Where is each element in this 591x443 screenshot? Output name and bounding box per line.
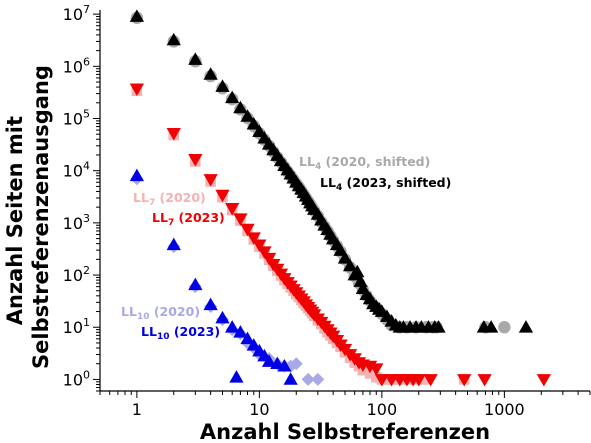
data-point-ll7_2023 (257, 246, 272, 259)
series-layer (129, 9, 551, 387)
data-point-ll4_2023 (240, 109, 255, 122)
data-point-ll4_2023 (225, 90, 240, 104)
data-point-ll7_2023 (423, 374, 438, 387)
data-point-ll7_2023 (233, 213, 248, 226)
data-point-ll7_2023 (166, 127, 181, 141)
data-point-ll4_2023 (233, 100, 248, 114)
data-point-ll7_2023 (215, 189, 230, 203)
data-point-ll4_2023 (203, 67, 218, 80)
data-point-ll4_2023 (166, 32, 181, 46)
data-point-ll10_2023 (277, 358, 292, 372)
legend-label-ll4_2023: LL4 (2023, shifted) (320, 175, 451, 193)
data-point-ll4_2020 (498, 321, 511, 334)
data-point-ll10_2023 (166, 237, 181, 251)
data-point-ll7_2023 (252, 239, 267, 252)
data-point-ll10_2023 (240, 331, 255, 345)
data-point-ll10_2023 (261, 354, 277, 367)
legend-label-ll10_2020: LL10 (2020) (121, 304, 200, 322)
legend-label-ll4_2020: LL4 (2020, shifted) (299, 154, 430, 172)
y-axis-title-line-1: Anzahl Seiten mit (3, 116, 27, 325)
data-point-ll4_2023 (188, 52, 203, 65)
y-tick-label: 102 (63, 264, 90, 285)
data-point-ll7_2020 (418, 374, 430, 385)
legend-label-ll7_2023: LL7 (2023) (152, 210, 225, 228)
data-point-ll4_2023 (246, 117, 261, 130)
y-tick-label: 107 (63, 3, 90, 24)
legend-label-ll10_2023: LL10 (2023) (141, 324, 220, 342)
series-ll10_2023 (129, 168, 298, 385)
x-tick-label: 100 (367, 400, 398, 419)
x-axis-title: Anzahl Selbstreferenzen (200, 420, 490, 443)
data-point-ll4_2023 (350, 264, 365, 278)
y-tick-label: 105 (63, 108, 90, 129)
data-point-ll7_2023 (369, 363, 384, 376)
data-point-ll7_2023 (225, 202, 240, 216)
y-tick-label: 104 (63, 160, 90, 181)
legend-label-ll7_2020: LL7 (2020) (133, 190, 206, 208)
data-point-ll10_2023 (225, 320, 240, 333)
data-point-ll7_2020 (371, 371, 382, 383)
series-ll7_2023 (129, 83, 551, 387)
ticks-layer: 1 10 100 1000 100 101 102 103 104 105 106 107 (63, 3, 591, 419)
y-tick-label: 100 (63, 368, 90, 389)
data-point-ll10_2023 (188, 277, 203, 291)
data-point-ll10_2023 (129, 168, 145, 182)
y-tick-label: 103 (63, 212, 90, 233)
x-tick-label: 1000 (484, 400, 525, 419)
data-point-ll10_2023 (233, 325, 248, 338)
data-point-ll7_2023 (246, 232, 261, 245)
data-point-ll4_2023 (484, 320, 499, 333)
data-point-ll7_2023 (536, 374, 551, 387)
data-point-ll10_2023 (283, 372, 298, 385)
data-point-ll4_2023 (215, 79, 230, 92)
y-axis-title-line-2: Selbstreferenzenausgang (29, 65, 53, 369)
data-point-ll7_2023 (188, 153, 203, 167)
data-point-ll7_2023 (477, 374, 492, 387)
data-point-ll4_2023 (342, 258, 358, 272)
legend-layer: LL4 (2020, shifted) LL4 (2023, shifted) LL… (121, 154, 451, 342)
data-point-ll4_2023 (337, 251, 353, 264)
x-tick-label: 1 (132, 400, 142, 419)
y-axis-title: Anzahl Seiten mit Selbstreferenzenausgan… (3, 65, 53, 369)
data-point-ll7_2020 (364, 368, 376, 379)
data-point-ll10_2023 (215, 310, 230, 324)
x-tick-label: 10 (249, 400, 269, 419)
data-point-ll10_2020 (301, 372, 315, 386)
data-point-ll10_2023 (229, 370, 244, 383)
data-point-ll7_2023 (129, 83, 145, 96)
data-point-ll4_2023 (129, 9, 145, 22)
data-point-ll7_2023 (203, 174, 218, 187)
data-point-ll10_2020 (311, 372, 325, 386)
data-point-ll7_2023 (240, 223, 255, 237)
y-tick-label: 106 (63, 55, 90, 76)
data-point-ll4_2023 (518, 320, 534, 333)
data-point-ll7_2023 (411, 374, 426, 387)
data-point-ll10_2023 (203, 297, 218, 311)
data-point-ll4_2023 (431, 320, 446, 333)
data-point-ll7_2023 (374, 374, 390, 387)
series-ll4_2023 (129, 9, 534, 333)
data-point-ll10_2020 (289, 357, 303, 371)
data-point-ll7_2023 (457, 374, 472, 387)
y-tick-label: 101 (63, 316, 90, 337)
